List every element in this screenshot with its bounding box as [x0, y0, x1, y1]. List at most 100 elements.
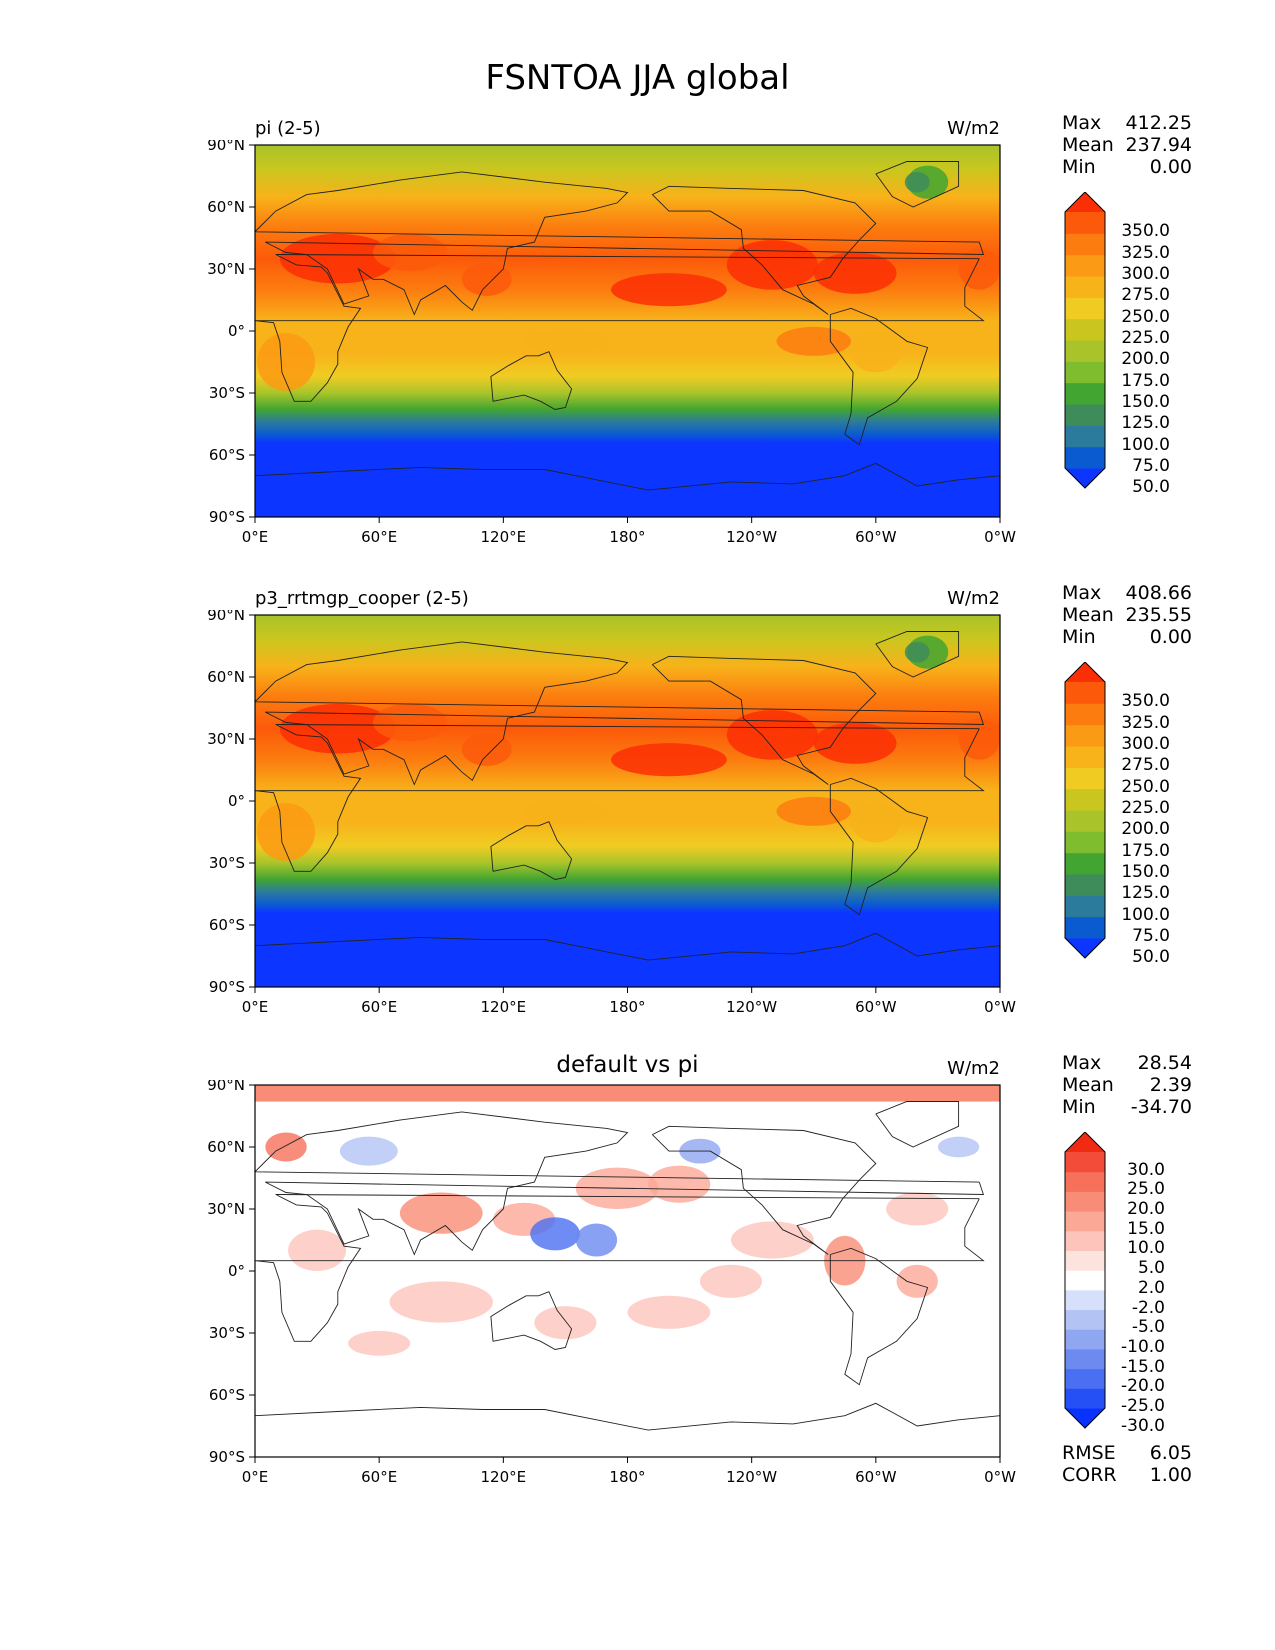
colorbar-segment — [1065, 382, 1105, 405]
colorbar-segment — [1065, 340, 1105, 362]
x-tick-label: 60°E — [361, 528, 397, 546]
colorbar-tick-label: 200.0 — [1121, 349, 1170, 370]
colorbar-tick-label: 50.0 — [1132, 477, 1170, 498]
corr-label: CORR — [1062, 1464, 1117, 1486]
colorbar-extend-high — [1065, 1132, 1105, 1152]
y-tick-label: 90°S — [209, 508, 245, 526]
colorbar-segment — [1065, 703, 1105, 726]
colorbar-tick-label: 150.0 — [1121, 392, 1170, 412]
colorbar — [1064, 192, 1106, 489]
map-plot: 0°E 60°E 120°E 180° 120°W 60°W 0°W 90°N 60°N 30°N… — [207, 140, 1016, 546]
y-tick-label: 90°N — [207, 140, 245, 154]
y-tick-label: 60°S — [209, 916, 245, 934]
coastline — [651, 655, 877, 785]
colorbar-segment — [1065, 1152, 1105, 1173]
y-tick-label: 60°N — [207, 198, 245, 216]
x-tick-label: 60°W — [855, 998, 897, 1016]
stats-box: Max 408.66 Mean 235.55 Min 0.00 — [1062, 582, 1192, 648]
colorbar-outline — [1064, 192, 1106, 489]
colorbar-segment — [1065, 874, 1105, 896]
colorbar-tick-label: -2.0 — [1131, 1297, 1165, 1318]
x-tick-label: 60°E — [361, 998, 397, 1016]
colorbar-tick-label: 350.0 — [1121, 221, 1170, 242]
x-tick-label: 180° — [609, 1468, 645, 1486]
x-tick-label: 0°E — [242, 528, 269, 546]
colorbar-tick-label: 225.0 — [1121, 328, 1170, 348]
panel-title: p3_rrtmgp_cooper (2-5) — [255, 588, 469, 609]
coastline — [255, 1402, 1000, 1431]
colorbar-segment — [1065, 1230, 1105, 1251]
y-tick-label: 0° — [228, 322, 245, 340]
coastline — [490, 821, 573, 880]
colorbar-labels: 350.0 325.0 300.0 275.0 250.0 225.0 200.0 175.0… — [1100, 192, 1170, 496]
colorbar-tick-label: 50.0 — [1132, 947, 1170, 968]
colorbar-labels: 30.0 25.0 20.0 15.0 10.0 5.0 2.0 -2.0 -5.0 -10.0-… — [1100, 1132, 1165, 1434]
colorbar-tick-label: 275.0 — [1121, 285, 1170, 306]
max-value: 412.25 — [1125, 112, 1192, 134]
colorbar-extend-low — [1065, 938, 1105, 958]
coastline — [255, 724, 985, 872]
coastline — [651, 1125, 877, 1255]
colorbar-labels: 350.0 325.0 300.0 275.0 250.0 225.0 200.0 175.0… — [1100, 662, 1170, 966]
corr-value: 1.00 — [1149, 1464, 1192, 1486]
x-tick-label: 120°W — [726, 528, 777, 546]
x-tick-label: 0°E — [242, 998, 269, 1016]
colorbar-outline — [1064, 662, 1106, 959]
units-label: W/m2 — [947, 1058, 1000, 1079]
colorbar-segment — [1065, 767, 1105, 790]
stats-box: Max 412.25 Mean 237.94 Min 0.00 — [1062, 112, 1192, 178]
field-region — [813, 722, 897, 764]
min-label: Min — [1062, 156, 1096, 178]
colorbar-extend-low — [1065, 468, 1105, 488]
mean-label: Mean — [1062, 604, 1114, 626]
field-region — [726, 710, 818, 760]
colorbar-tick-label: 275.0 — [1121, 755, 1170, 776]
coastline — [875, 631, 960, 678]
colorbar-tick-label: 5.0 — [1137, 1258, 1165, 1279]
coastline — [829, 307, 929, 446]
panel-title: default vs pi — [556, 1052, 699, 1078]
min-value: -34.70 — [1130, 1096, 1192, 1118]
colorbar-tick-label: 225.0 — [1121, 798, 1170, 818]
colorbar-tick-label: 200.0 — [1121, 819, 1170, 840]
units-label: W/m2 — [947, 118, 1000, 139]
field-region — [372, 233, 448, 272]
colorbar-segment — [1065, 724, 1105, 747]
colorbar-tick-label: 175.0 — [1121, 370, 1170, 391]
colorbar-tick-label: 30.0 — [1127, 1159, 1165, 1180]
field-region — [851, 331, 901, 373]
colorbar-segment — [1065, 788, 1105, 811]
field-region — [279, 233, 396, 284]
colorbar-tick-label: -5.0 — [1131, 1317, 1165, 1338]
colorbar-tick-label: 15.0 — [1127, 1218, 1165, 1239]
colorbar-tick-label: 300.0 — [1121, 734, 1170, 754]
field-region — [255, 1085, 1000, 1102]
colorbar-segment — [1065, 446, 1105, 469]
field-region — [399, 1192, 483, 1234]
min-label: Min — [1062, 1096, 1096, 1118]
x-tick-label: 120°W — [726, 998, 777, 1016]
colorbar-tick-label: 20.0 — [1127, 1199, 1165, 1220]
colorbar-tick-label: 125.0 — [1121, 883, 1170, 904]
colorbar-segment — [1065, 1289, 1105, 1311]
field-region — [575, 1223, 618, 1257]
colorbar-segment — [1065, 1368, 1105, 1389]
field-region — [339, 1136, 398, 1166]
colorbar-segment — [1065, 233, 1105, 256]
map-plot: 0°E 60°E 120°E 180° 120°W 60°W 0°W 90°N 60°N 30°N… — [207, 1080, 1016, 1486]
y-tick-label: 90°S — [209, 1448, 245, 1466]
colorbar-tick-label: -20.0 — [1121, 1376, 1165, 1397]
x-tick-label: 180° — [609, 528, 645, 546]
field-region — [524, 328, 607, 354]
mean-label: Mean — [1062, 134, 1114, 156]
metrics-box: RMSE 6.05 CORR 1.00 — [1062, 1442, 1192, 1486]
x-tick-label: 0°W — [984, 998, 1016, 1016]
field-region — [896, 1264, 938, 1298]
colorbar-tick-label: 100.0 — [1121, 904, 1170, 925]
colorbar-segment — [1065, 361, 1105, 384]
colorbar-outline — [1064, 1132, 1106, 1429]
x-tick-label: 120°E — [481, 1468, 527, 1486]
field-region — [372, 703, 448, 742]
y-tick-label: 0° — [228, 792, 245, 810]
mean-value: 235.55 — [1125, 604, 1192, 626]
